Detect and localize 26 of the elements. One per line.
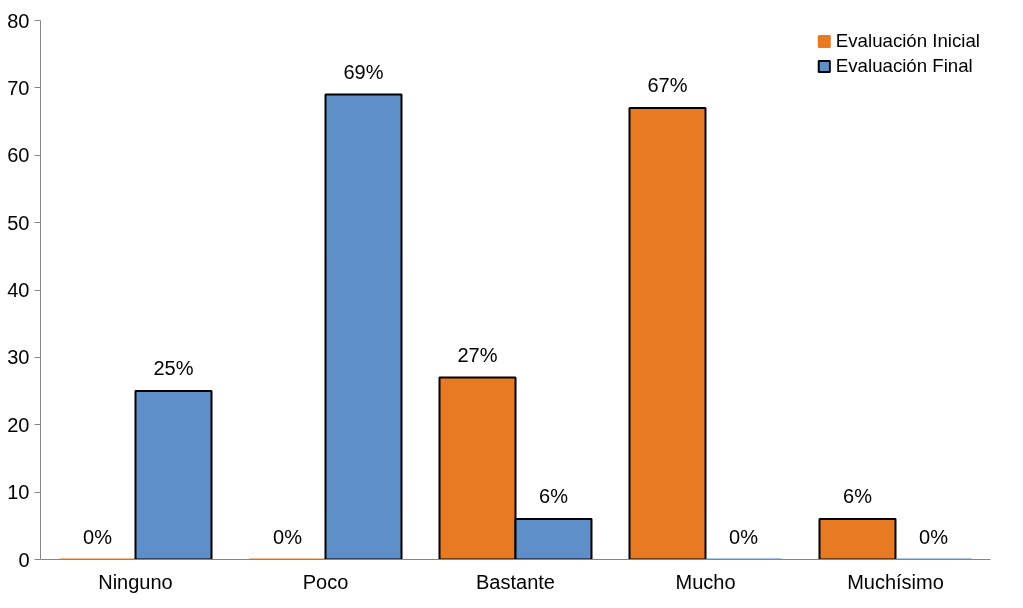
y-tick-label: 10 <box>7 481 30 504</box>
y-tick-label: 60 <box>7 144 30 167</box>
data-label: 25% <box>153 357 194 380</box>
data-label: 69% <box>343 60 384 83</box>
data-label: 0% <box>83 525 113 548</box>
legend-label: Evaluación Inicial <box>835 30 980 52</box>
data-label: 0% <box>919 525 949 548</box>
data-label: 67% <box>647 74 688 97</box>
legend-label: Evaluación Final <box>835 55 973 77</box>
y-tick-label: 70 <box>7 76 30 99</box>
x-tick-label: Poco <box>302 570 349 593</box>
data-label: 27% <box>457 343 498 366</box>
data-label: 6% <box>843 485 873 508</box>
y-tick-label: 0 <box>18 548 30 571</box>
y-tick-label: 20 <box>7 413 30 436</box>
x-tick-label: Muchísimo <box>847 570 944 593</box>
data-label: 6% <box>539 485 569 508</box>
data-label: 0% <box>729 525 759 548</box>
y-tick-label: 30 <box>7 346 30 369</box>
data-label: 0% <box>273 525 303 548</box>
x-tick-label: Ninguno <box>98 570 173 593</box>
x-tick-label: Bastante <box>476 570 555 593</box>
y-tick-label: 50 <box>7 211 30 234</box>
y-tick-label: 40 <box>7 279 30 301</box>
x-tick-label: Mucho <box>675 570 736 593</box>
y-tick-label: 80 <box>7 9 30 32</box>
